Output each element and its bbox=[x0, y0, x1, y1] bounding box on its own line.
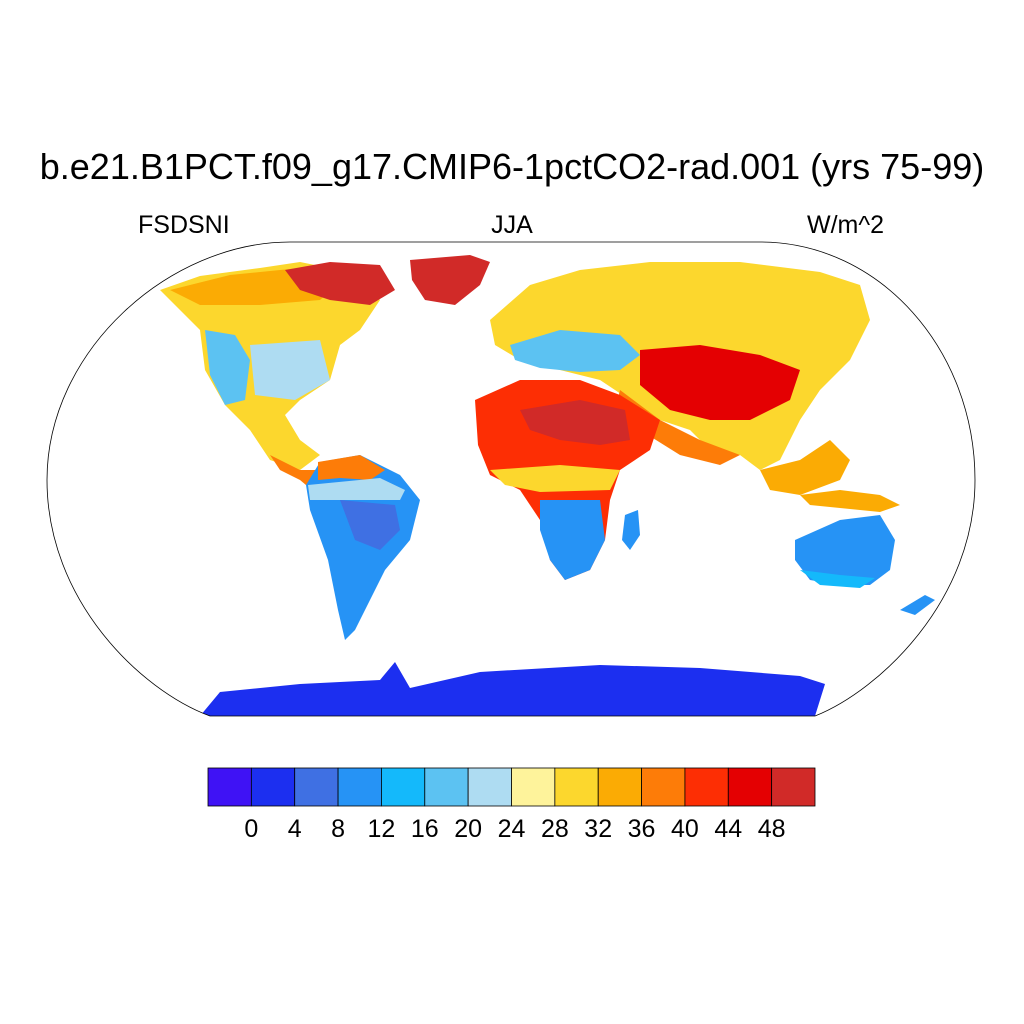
australia-south bbox=[800, 570, 875, 588]
map-boundary bbox=[46, 241, 976, 717]
colorbar-swatch bbox=[511, 767, 556, 807]
colorbar bbox=[207, 767, 816, 807]
colorbar-swatch bbox=[641, 767, 686, 807]
colorbar-tick-label: 16 bbox=[410, 815, 439, 843]
south-america-north-warm bbox=[318, 455, 385, 480]
colorbar-tick-label: 0 bbox=[244, 815, 259, 843]
southeast-asia bbox=[760, 440, 850, 495]
africa-south bbox=[540, 500, 605, 580]
colorbar-swatch bbox=[597, 767, 642, 807]
north-america-plains bbox=[250, 340, 330, 400]
colorbar-swatch bbox=[250, 767, 296, 807]
colorbar-tick-label: 4 bbox=[287, 815, 302, 843]
asia-hot-core bbox=[640, 345, 800, 420]
mediterranean-cool bbox=[510, 330, 640, 372]
colorbar-swatch bbox=[771, 767, 816, 807]
colorbar-swatch bbox=[337, 767, 382, 807]
colorbar-tick-label: 36 bbox=[627, 815, 656, 843]
colorbar-labels: 0 4 8 12 16 20 24 28 32 36 40 44 48 bbox=[0, 815, 1024, 849]
colorbar-swatch bbox=[294, 767, 339, 807]
canadian-archipelago bbox=[285, 262, 395, 305]
australia bbox=[795, 515, 895, 585]
south-america-interior bbox=[340, 500, 400, 550]
colorbar-tick-label: 8 bbox=[331, 815, 346, 843]
colorbar-swatch bbox=[467, 767, 512, 807]
colorbar-swatch bbox=[684, 767, 729, 807]
colorbar-swatch bbox=[207, 767, 252, 807]
new-zealand bbox=[900, 595, 935, 615]
variable-label: FSDSNI bbox=[138, 211, 230, 239]
sahara-hot bbox=[520, 400, 630, 445]
units-label: W/m^2 bbox=[806, 211, 884, 239]
maritime-continent bbox=[800, 490, 900, 512]
colorbar-swatch bbox=[424, 767, 469, 807]
colorbar-tick-label: 44 bbox=[714, 815, 743, 843]
colorbar-swatch bbox=[554, 767, 599, 807]
colorbar-tick-label: 12 bbox=[367, 815, 396, 843]
plot-title: b.e21.B1PCT.f09_g17.CMIP6-1pctCO2-rad.00… bbox=[39, 146, 985, 187]
north-america-west-cool bbox=[205, 330, 250, 405]
season-label: JJA bbox=[491, 211, 533, 239]
antarctica bbox=[200, 662, 825, 716]
colorbar-tick-label: 32 bbox=[584, 815, 613, 843]
colorbar-swatch bbox=[381, 767, 426, 807]
madagascar bbox=[622, 510, 640, 550]
greenland bbox=[410, 255, 490, 305]
asia-warm-ring bbox=[615, 390, 740, 465]
colorbar-tick-label: 28 bbox=[540, 815, 569, 843]
africa-sahel bbox=[490, 465, 620, 492]
colorbar-tick-label: 24 bbox=[497, 815, 526, 843]
colorbar-swatch bbox=[727, 767, 773, 807]
colorbar-tick-label: 20 bbox=[454, 815, 483, 843]
south-america bbox=[306, 455, 420, 640]
land-field bbox=[160, 255, 935, 716]
colorbar-tick-label: 48 bbox=[757, 815, 786, 843]
colorbar-tick-label: 40 bbox=[671, 815, 699, 843]
south-america-band bbox=[308, 478, 405, 500]
